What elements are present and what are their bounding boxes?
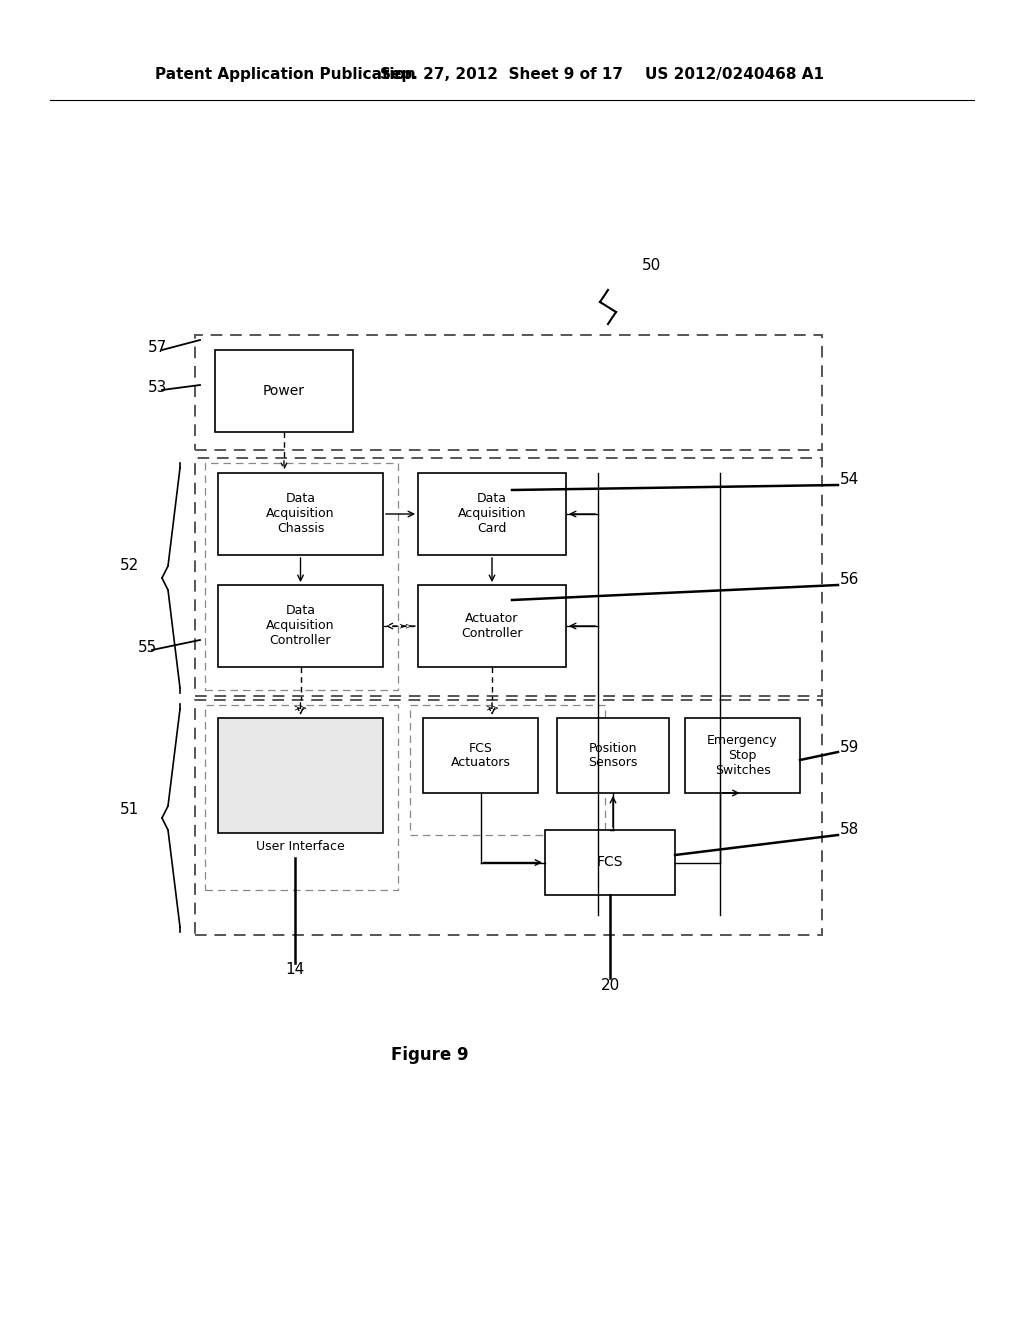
Text: 55: 55 <box>138 640 158 656</box>
Text: 58: 58 <box>840 822 859 837</box>
Text: 20: 20 <box>600 978 620 993</box>
Text: FCS: FCS <box>597 855 624 870</box>
Text: Data
Acquisition
Controller: Data Acquisition Controller <box>266 605 335 648</box>
Text: FCS
Actuators: FCS Actuators <box>451 742 510 770</box>
Text: 57: 57 <box>148 341 167 355</box>
Bar <box>195 458 822 696</box>
Text: Power: Power <box>263 384 305 399</box>
Text: 52: 52 <box>120 557 139 573</box>
Text: Actuator
Controller: Actuator Controller <box>461 612 522 640</box>
Text: User Interface: User Interface <box>256 841 345 854</box>
Text: 56: 56 <box>840 573 859 587</box>
Text: Figure 9: Figure 9 <box>391 1045 469 1064</box>
Text: Emergency
Stop
Switches: Emergency Stop Switches <box>708 734 778 777</box>
Text: 14: 14 <box>286 962 304 978</box>
Text: Position
Sensors: Position Sensors <box>589 742 638 770</box>
Text: Data
Acquisition
Card: Data Acquisition Card <box>458 492 526 536</box>
Bar <box>685 718 800 793</box>
Text: >>: >> <box>485 704 499 713</box>
Text: 50: 50 <box>642 257 662 272</box>
Text: 59: 59 <box>840 741 859 755</box>
Text: >>: >> <box>294 704 307 713</box>
Bar <box>557 718 669 793</box>
Bar <box>215 350 353 432</box>
Bar <box>410 705 605 836</box>
Bar <box>423 718 538 793</box>
Bar <box>418 585 566 667</box>
Text: >>: >> <box>398 622 413 631</box>
Text: Patent Application Publication: Patent Application Publication <box>155 67 416 82</box>
Bar <box>205 463 398 690</box>
Text: 51: 51 <box>120 803 139 817</box>
Text: Sep. 27, 2012  Sheet 9 of 17: Sep. 27, 2012 Sheet 9 of 17 <box>380 67 623 82</box>
Bar <box>218 473 383 554</box>
Bar <box>545 830 675 895</box>
Text: Data
Acquisition
Chassis: Data Acquisition Chassis <box>266 492 335 536</box>
Text: US 2012/0240468 A1: US 2012/0240468 A1 <box>645 67 824 82</box>
Bar <box>205 705 398 890</box>
Bar <box>195 700 822 935</box>
Text: 54: 54 <box>840 473 859 487</box>
Bar <box>218 718 383 833</box>
Text: 53: 53 <box>148 380 167 396</box>
Bar <box>218 585 383 667</box>
Bar <box>195 335 822 450</box>
Bar <box>418 473 566 554</box>
